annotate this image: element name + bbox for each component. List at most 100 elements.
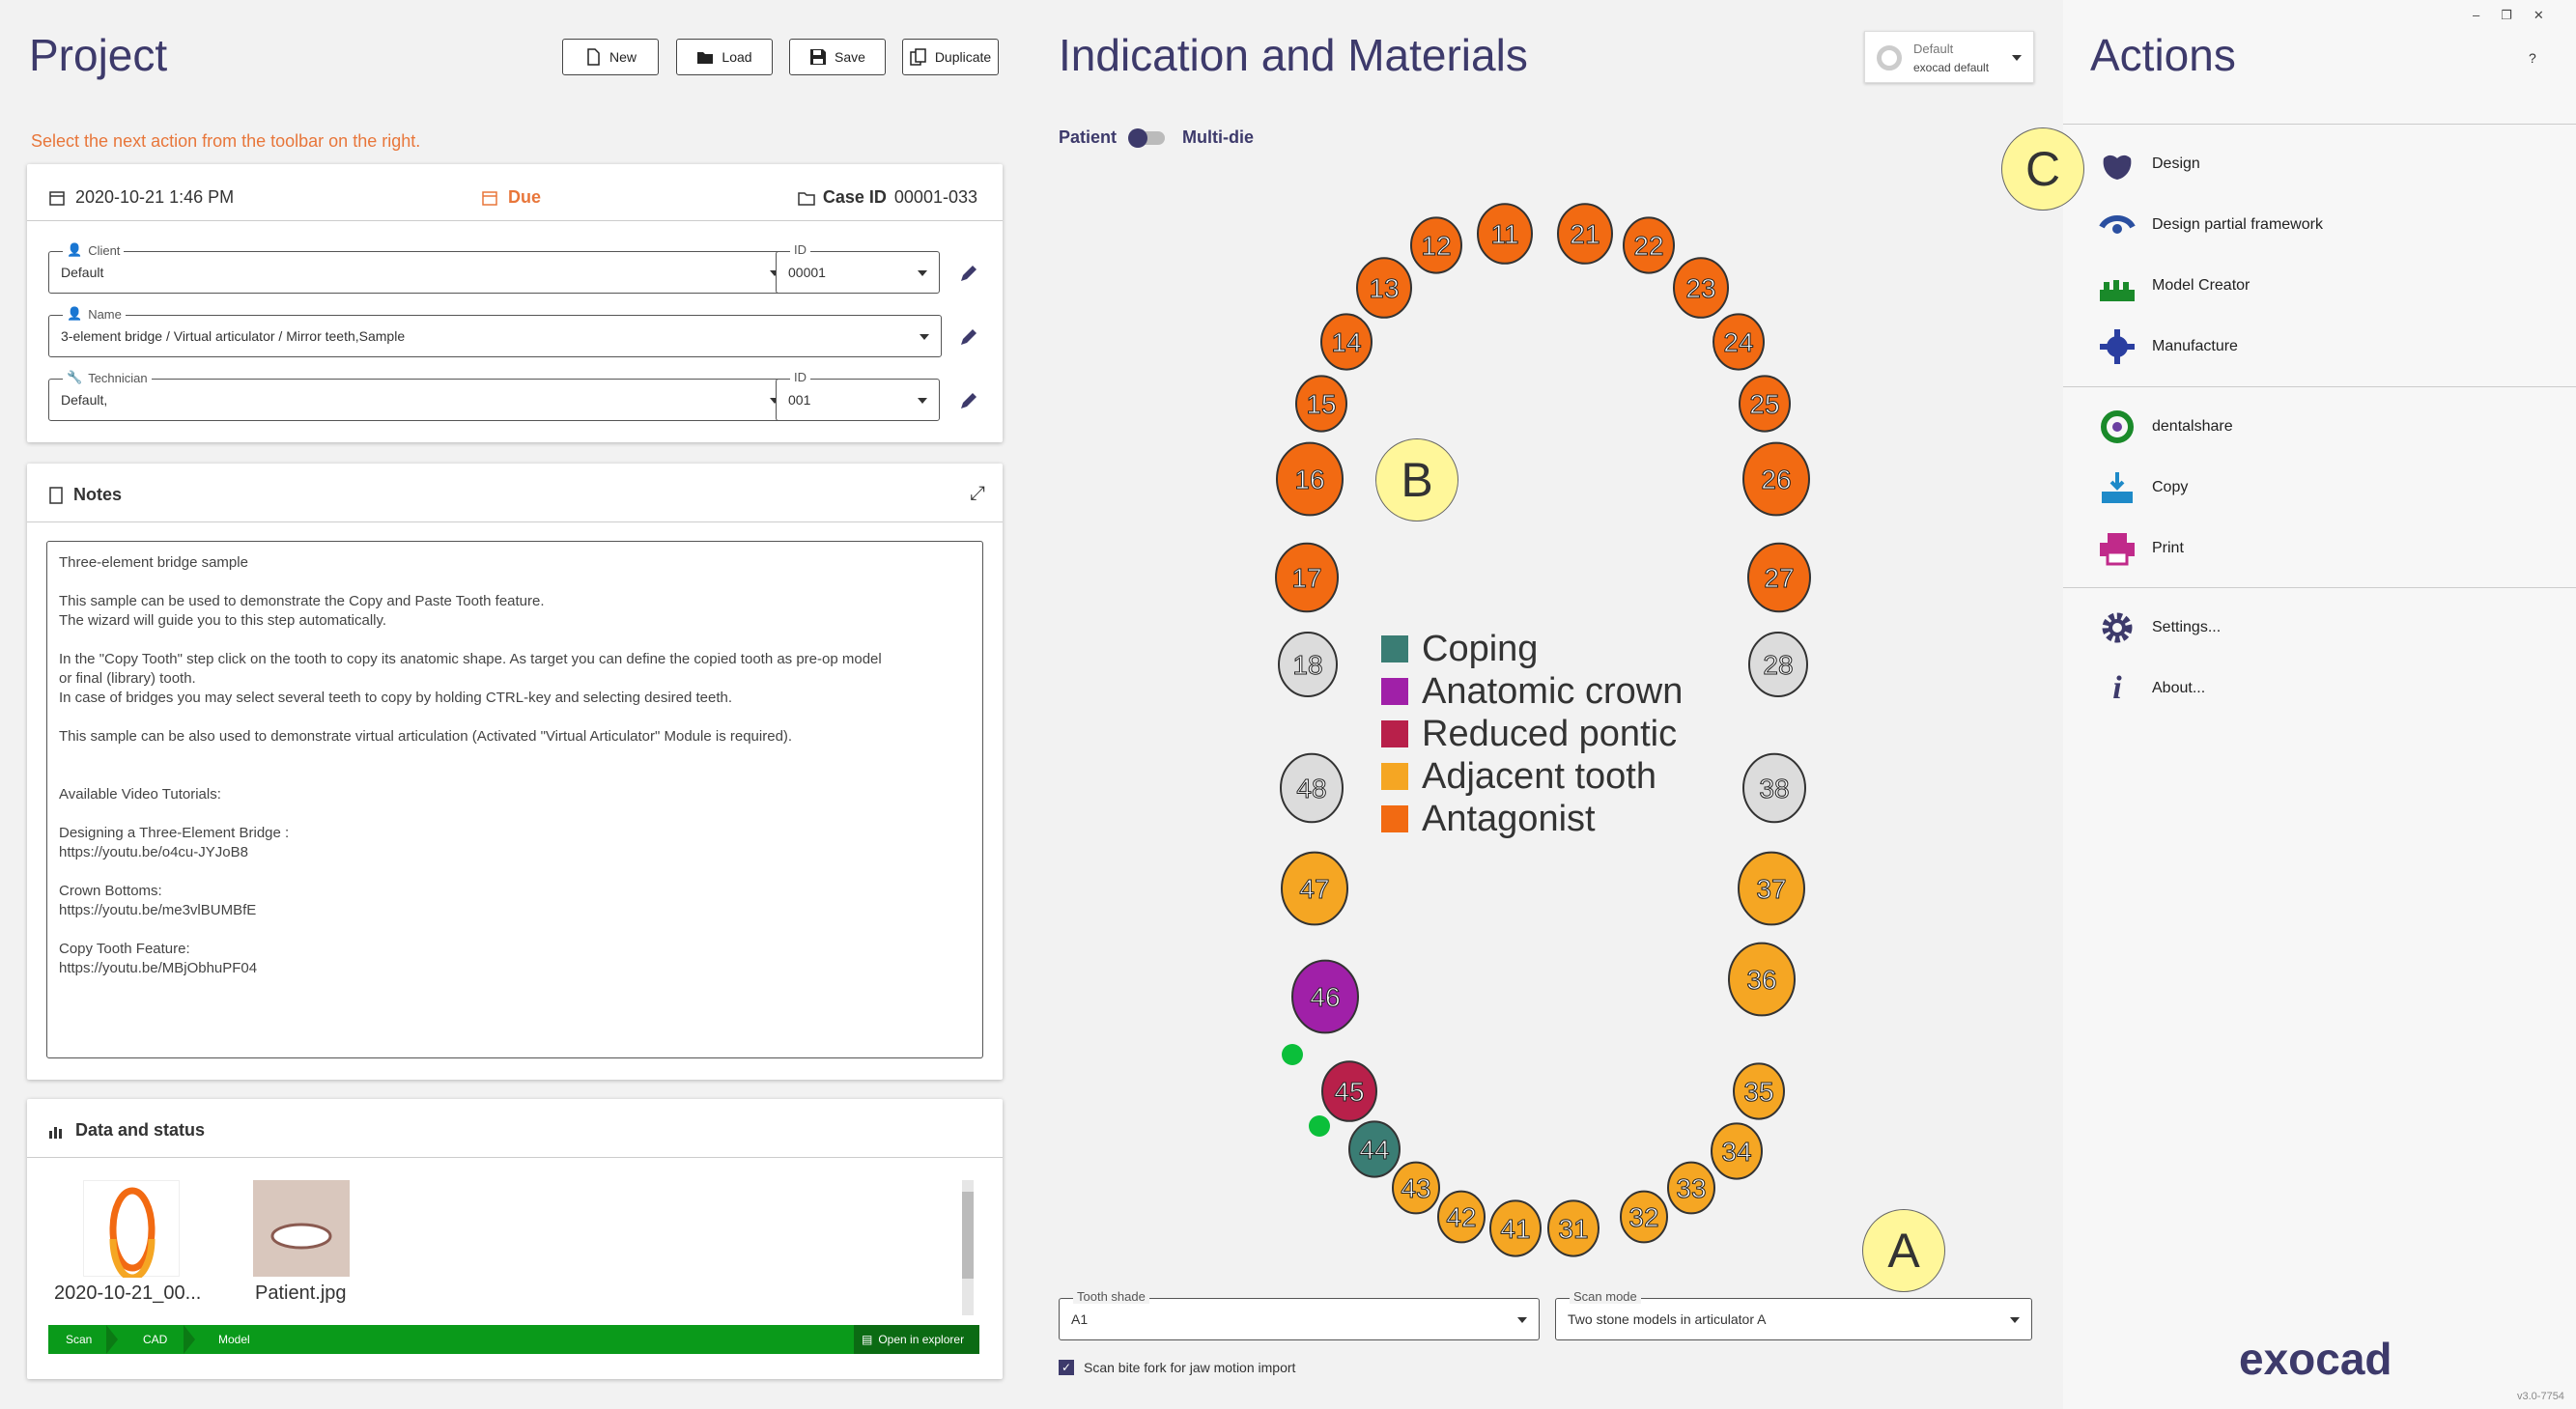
tooth-38[interactable]: 38 [1742, 752, 1806, 824]
tooth-37[interactable]: 37 [1738, 851, 1805, 926]
tooth-shape [1477, 203, 1533, 265]
action-dentalshare[interactable]: dentalshare [2098, 408, 2233, 446]
file-thumb-patient[interactable] [253, 1180, 350, 1277]
legend-item: Coping [1381, 628, 1683, 670]
technician-id-select[interactable]: ID 001 [776, 370, 940, 421]
restore-icon[interactable]: ❐ [2501, 8, 2512, 22]
tooth-47[interactable]: 47 [1281, 851, 1348, 926]
notes-textarea[interactable]: Three-element bridge sample This sample … [46, 541, 983, 1058]
tooth-14[interactable]: 14 [1320, 313, 1373, 371]
tooth-25[interactable]: 25 [1739, 375, 1791, 433]
tooth-18[interactable]: 18 [1278, 632, 1338, 697]
name-select[interactable]: 👤 Name 3-element bridge / Virtual articul… [48, 306, 942, 357]
tooth-shade-select[interactable]: Tooth shade A1 [1059, 1289, 1540, 1340]
action-print[interactable]: Print [2098, 529, 2184, 568]
wrench-icon: 🔧 [67, 370, 83, 384]
tooth-41[interactable]: 41 [1489, 1199, 1542, 1257]
person-icon: 👤 [67, 306, 83, 321]
tooth-44[interactable]: 44 [1348, 1120, 1401, 1178]
tooth-36[interactable]: 36 [1728, 942, 1796, 1017]
due-field[interactable]: Due [481, 187, 541, 208]
tooth-26[interactable]: 26 [1742, 441, 1810, 517]
tooth-21[interactable]: 21 [1557, 203, 1613, 265]
minimize-icon[interactable]: – [2473, 8, 2480, 22]
tooth-45[interactable]: 45 [1321, 1060, 1377, 1122]
action-copy[interactable]: Copy [2098, 468, 2188, 507]
tooth-number: 47 [1299, 874, 1329, 904]
bar-chart-icon [49, 1126, 62, 1139]
tooth-34[interactable]: 34 [1711, 1122, 1763, 1180]
tooth-number: 45 [1334, 1077, 1364, 1107]
expand-icon[interactable]: ⤢ [970, 483, 985, 504]
tooth-13[interactable]: 13 [1356, 257, 1412, 319]
tooth-32[interactable]: 32 [1620, 1190, 1668, 1244]
legend-label: Antagonist [1422, 798, 1596, 839]
preset-gear-icon [1877, 45, 1902, 70]
tooth-number: 31 [1558, 1214, 1588, 1244]
scan-bite-checkbox[interactable]: ✓ [1059, 1360, 1074, 1375]
project-info-card: 2020-10-21 1:46 PM Due Case ID 00001-033… [27, 164, 1003, 442]
client-select[interactable]: 👤 Client Default [48, 242, 792, 294]
tooth-42[interactable]: 42 [1437, 1190, 1486, 1244]
help-button[interactable]: ? [2529, 50, 2536, 66]
action-about[interactable]: i About... [2098, 669, 2205, 708]
tooth-number: 22 [1633, 231, 1663, 261]
open-explorer-button[interactable]: ▤ Open in explorer [854, 1325, 979, 1354]
tooth-17[interactable]: 17 [1275, 542, 1339, 613]
scan-bite-checkbox-row[interactable]: ✓ Scan bite fork for jaw motion import [1059, 1360, 1295, 1375]
duplicate-button[interactable]: Duplicate [902, 39, 999, 75]
tooth-number: 18 [1292, 650, 1322, 680]
technician-select[interactable]: 🔧 Technician Default, [48, 370, 792, 421]
step-scan[interactable]: Scan [66, 1333, 93, 1346]
file-thumb-scan[interactable] [83, 1180, 180, 1282]
action-partial-framework[interactable]: Design partial framework [2098, 206, 2323, 244]
action-settings[interactable]: Settings... [2098, 608, 2221, 647]
action-model-creator[interactable]: Model Creator [2098, 267, 2250, 305]
step-model[interactable]: Model [218, 1333, 250, 1346]
tooth-16[interactable]: 16 [1276, 441, 1344, 517]
tooth-23[interactable]: 23 [1673, 257, 1729, 319]
tooth-28[interactable]: 28 [1748, 632, 1808, 697]
bridge-connector-dot[interactable] [1309, 1115, 1330, 1137]
material-legend: Coping Anatomic crown Reduced pontic Adjace… [1381, 628, 1683, 840]
tooth-35[interactable]: 35 [1733, 1062, 1785, 1120]
tooth-22[interactable]: 22 [1623, 216, 1675, 274]
scan-mode-select[interactable]: Scan mode Two stone models in articulato… [1555, 1289, 2032, 1340]
tooth-48[interactable]: 48 [1280, 752, 1344, 824]
tooth-11[interactable]: 11 [1477, 203, 1533, 265]
close-icon[interactable]: ✕ [2533, 8, 2544, 22]
tooth-33[interactable]: 33 [1667, 1161, 1715, 1215]
preset-select[interactable]: Default exocad default [1864, 31, 2034, 83]
patient-multidie-toggle[interactable] [1128, 128, 1165, 148]
step-cad[interactable]: CAD [143, 1333, 168, 1346]
load-button[interactable]: Load [676, 39, 773, 75]
tooth-46[interactable]: 46 [1291, 959, 1359, 1034]
print-icon [2098, 529, 2137, 568]
client-id-select[interactable]: ID 00001 [776, 242, 940, 294]
tooth-15[interactable]: 15 [1295, 375, 1347, 433]
marker-b: B [1375, 438, 1458, 521]
actions-panel [2063, 0, 2576, 1409]
tooth-shape [1295, 375, 1347, 433]
tooth-24[interactable]: 24 [1713, 313, 1765, 371]
floppy-icon [810, 49, 827, 65]
tooth-31[interactable]: 31 [1547, 1199, 1599, 1257]
edit-technician-pencil-icon[interactable] [956, 388, 981, 413]
tooth-12[interactable]: 12 [1410, 216, 1462, 274]
action-design[interactable]: Design [2098, 145, 2200, 183]
model-creator-icon [2098, 267, 2137, 305]
tooth-43[interactable]: 43 [1392, 1161, 1440, 1215]
tooth-chart: 11 12 13 14 15 16 17 18 21 22 23 24 25 26 27 28 31 32 33 34… [1275, 203, 1811, 1257]
tooth-number: 27 [1764, 563, 1794, 593]
edit-name-pencil-icon[interactable] [956, 324, 981, 350]
tooth-shape [1291, 959, 1359, 1034]
bridge-connector-dot[interactable] [1282, 1044, 1303, 1065]
tooth-shape [1356, 257, 1412, 319]
scrollbar[interactable] [962, 1180, 974, 1315]
action-manufacture[interactable]: Manufacture [2098, 327, 2238, 366]
edit-client-pencil-icon[interactable] [956, 261, 981, 286]
new-button[interactable]: New [562, 39, 659, 75]
save-button[interactable]: Save [789, 39, 886, 75]
tooth-number: 33 [1676, 1173, 1706, 1203]
tooth-27[interactable]: 27 [1747, 542, 1811, 613]
